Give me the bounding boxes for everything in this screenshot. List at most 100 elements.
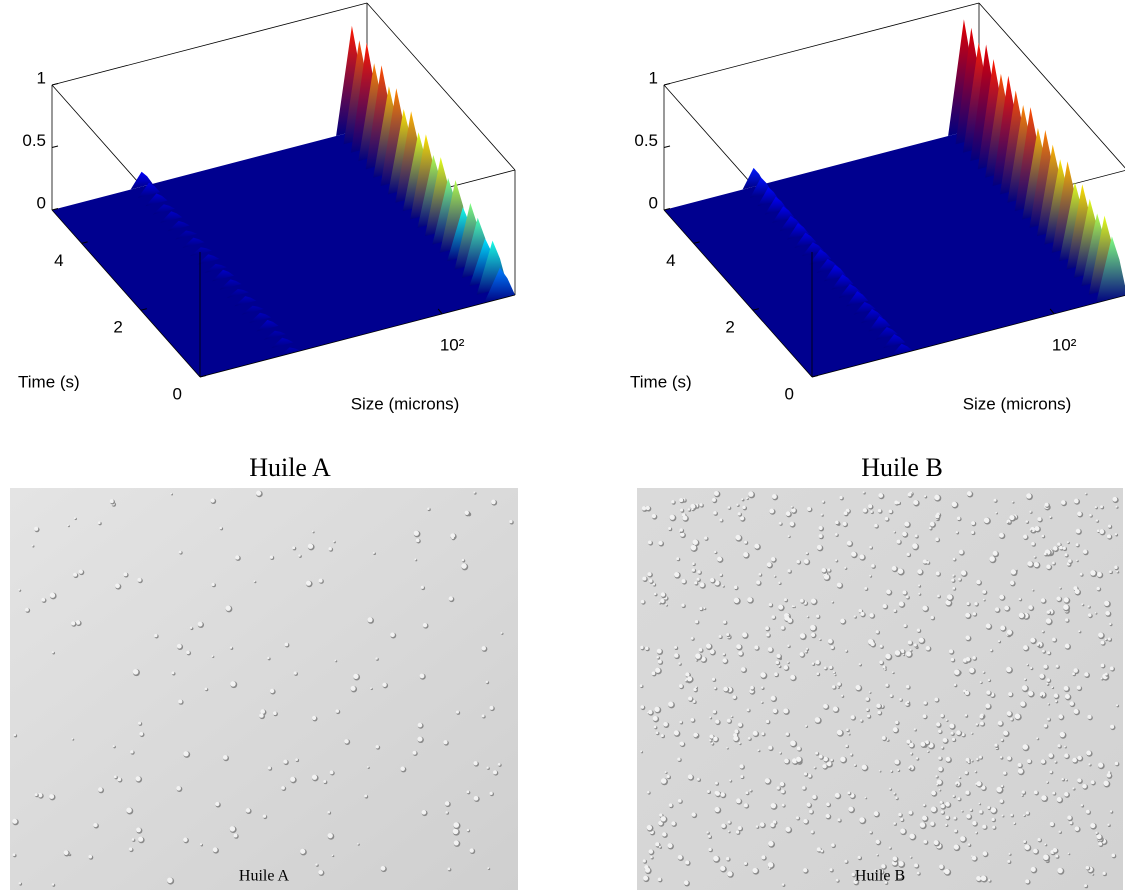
- droplet: [916, 757, 918, 759]
- droplet: [930, 522, 935, 527]
- droplet: [1072, 758, 1077, 763]
- droplet: [467, 791, 470, 794]
- droplet: [1033, 849, 1038, 854]
- droplet: [806, 648, 808, 650]
- droplet: [490, 706, 494, 710]
- droplet: [699, 607, 702, 610]
- droplet: [895, 721, 898, 724]
- droplet: [641, 600, 645, 604]
- droplet: [205, 688, 208, 691]
- droplet: [1097, 587, 1100, 590]
- droplet: [752, 868, 757, 873]
- droplet: [889, 510, 893, 514]
- droplet: [72, 738, 74, 740]
- droplet: [1025, 879, 1029, 883]
- droplet: [882, 736, 886, 740]
- droplet: [983, 671, 985, 673]
- droplet: [79, 570, 83, 574]
- droplet: [642, 506, 646, 510]
- droplet: [1000, 626, 1005, 631]
- droplet: [290, 777, 295, 782]
- droplet: [851, 552, 856, 557]
- droplet: [917, 569, 922, 574]
- droplet: [417, 737, 422, 742]
- droplet: [834, 674, 836, 676]
- droplet: [661, 816, 666, 821]
- droplet: [676, 557, 679, 560]
- droplet: [985, 703, 990, 708]
- z-tick: [664, 84, 670, 86]
- droplet: [744, 803, 748, 807]
- droplet: [1072, 787, 1074, 789]
- droplet: [1044, 553, 1047, 556]
- droplet: [41, 598, 45, 602]
- droplet: [910, 752, 912, 754]
- droplet: [1056, 665, 1059, 668]
- droplet: [126, 807, 131, 812]
- droplet: [912, 543, 918, 549]
- droplet: [918, 584, 920, 586]
- droplet: [1108, 525, 1111, 528]
- droplet: [416, 539, 420, 543]
- droplet: [733, 736, 738, 741]
- droplet: [771, 557, 775, 561]
- droplet: [966, 636, 971, 641]
- droplet: [294, 672, 297, 675]
- droplet: [904, 522, 909, 527]
- droplet: [1043, 854, 1049, 860]
- droplet: [653, 716, 658, 721]
- droplet: [895, 650, 900, 655]
- droplet: [797, 747, 801, 751]
- droplet: [679, 721, 682, 724]
- droplet: [643, 876, 648, 881]
- droplet: [658, 660, 662, 664]
- droplet: [697, 570, 700, 573]
- droplet: [1046, 781, 1048, 783]
- droplet: [1000, 799, 1004, 803]
- droplet: [1116, 506, 1118, 508]
- droplet: [940, 714, 943, 717]
- droplet: [863, 508, 867, 512]
- droplet: [332, 854, 334, 856]
- droplet: [678, 662, 680, 664]
- droplet: [885, 684, 888, 687]
- droplet: [642, 577, 646, 581]
- droplet: [859, 554, 864, 559]
- droplet: [923, 559, 927, 563]
- droplet: [657, 656, 659, 658]
- caption: Huile B: [861, 453, 943, 482]
- droplet: [677, 758, 680, 761]
- droplet: [453, 829, 459, 835]
- droplet: [848, 792, 851, 795]
- droplet: [936, 572, 940, 576]
- droplet: [423, 623, 427, 627]
- droplet: [727, 719, 731, 723]
- droplet: [835, 559, 837, 561]
- droplet: [982, 590, 986, 594]
- droplet: [659, 813, 662, 816]
- droplet: [880, 645, 883, 648]
- droplet: [691, 508, 693, 510]
- droplet: [212, 655, 214, 657]
- droplet: [212, 583, 215, 586]
- droplet: [1090, 823, 1095, 828]
- droplet: [645, 867, 650, 872]
- droplet: [493, 770, 497, 774]
- droplet: [890, 694, 893, 697]
- droplet: [1098, 842, 1102, 846]
- droplet: [893, 727, 898, 732]
- droplet: [897, 501, 900, 504]
- droplet: [906, 595, 909, 598]
- droplet: [1003, 771, 1006, 774]
- droplet: [487, 867, 489, 869]
- droplet: [670, 515, 675, 520]
- droplet: [791, 506, 793, 508]
- droplet: [640, 646, 643, 649]
- droplet: [837, 682, 841, 686]
- droplet: [318, 870, 323, 875]
- droplet: [1002, 815, 1004, 817]
- droplet: [957, 797, 960, 800]
- droplet: [893, 531, 895, 533]
- droplet: [892, 566, 897, 571]
- droplet: [427, 508, 430, 511]
